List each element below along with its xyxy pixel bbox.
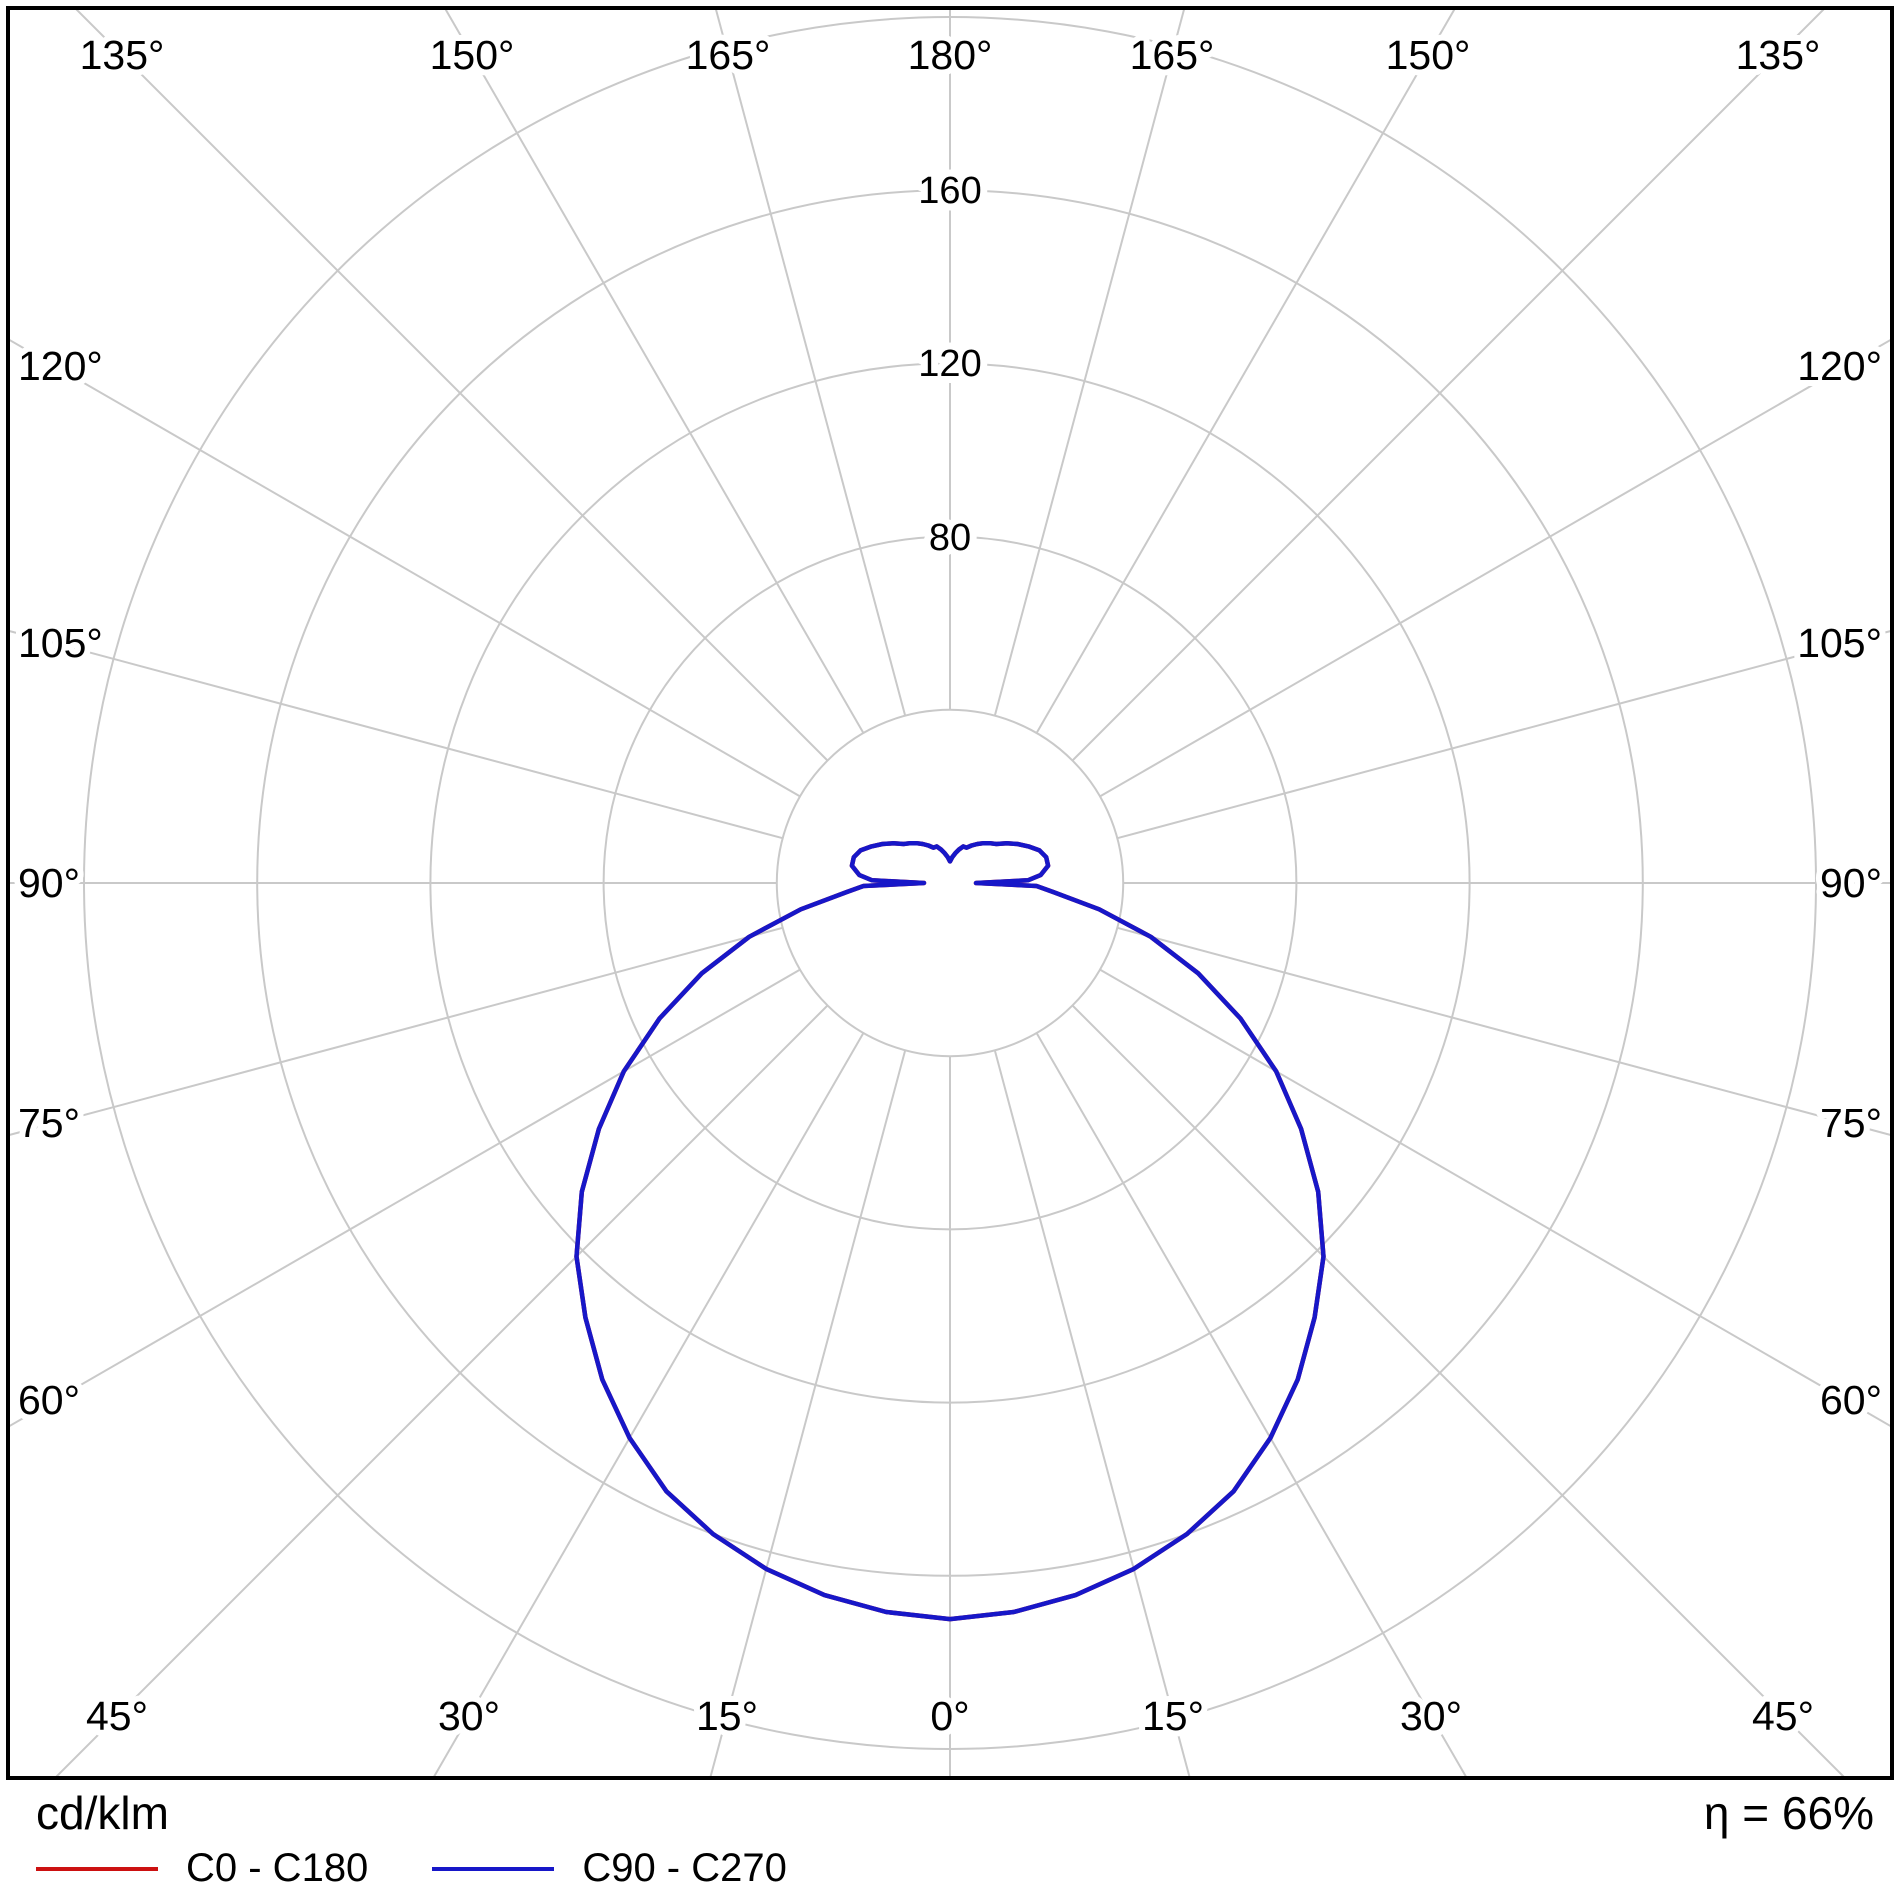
angle-label: 30° — [1400, 1693, 1462, 1739]
chart-border — [6, 6, 1894, 1780]
legend-line-c0-c180 — [36, 1866, 158, 1871]
angle-label: 150° — [1386, 32, 1471, 78]
grid-spoke — [10, 339, 801, 798]
angle-label: 105° — [18, 620, 103, 666]
grid-spoke — [10, 968, 801, 1427]
angle-label: 165° — [1130, 32, 1215, 78]
grid-spoke — [993, 10, 1185, 716]
grid-spoke — [1117, 630, 1890, 840]
ring-value-label: 120 — [918, 343, 981, 385]
grid-spoke — [1117, 926, 1890, 1136]
grid-spoke — [1099, 968, 1890, 1427]
angle-label: 15° — [696, 1693, 758, 1739]
angle-label: 60° — [18, 1377, 80, 1423]
angle-label: 45° — [1752, 1693, 1814, 1739]
ring-value-label: 80 — [929, 517, 971, 559]
grid-spoke — [709, 1050, 907, 1776]
legend: C0 - C180 C90 - C270 — [36, 1846, 787, 1891]
grid-spoke — [1071, 10, 1825, 762]
angle-label: 90° — [18, 860, 80, 906]
angle-label: 135° — [80, 32, 165, 78]
grid-spoke — [433, 1032, 865, 1776]
legend-line-c90-c270 — [432, 1866, 555, 1871]
grid-spoke — [55, 1004, 829, 1776]
grid-spoke — [715, 10, 907, 716]
grid-spoke — [10, 926, 783, 1136]
grid-spoke — [1035, 1032, 1467, 1776]
curve-c90-c270 — [574, 840, 1326, 1622]
angle-label: 135° — [1736, 32, 1821, 78]
legend-label-c90-c270: C90 - C270 — [582, 1846, 787, 1890]
grid-spoke — [993, 1050, 1191, 1776]
angle-label: 150° — [430, 32, 515, 78]
angle-label: 105° — [1797, 620, 1882, 666]
legend-entry-c0-c180: C0 - C180 — [36, 1846, 368, 1891]
angle-label: 30° — [438, 1693, 500, 1739]
grid-spoke — [75, 10, 829, 762]
angle-label: 60° — [1820, 1377, 1882, 1423]
angle-label: 75° — [18, 1100, 80, 1146]
ring-value-label: 160 — [918, 170, 981, 212]
angle-label: 165° — [686, 32, 771, 78]
legend-entry-c90-c270: C90 - C270 — [432, 1846, 787, 1891]
angle-label: 120° — [18, 343, 103, 389]
grid-spoke — [1071, 1004, 1845, 1776]
grid-spoke — [10, 630, 783, 840]
angle-label: 120° — [1797, 343, 1882, 389]
angle-label: 90° — [1820, 860, 1882, 906]
legend-label-c0-c180: C0 - C180 — [186, 1846, 369, 1890]
grid-spoke — [1099, 339, 1890, 798]
angle-label: 75° — [1820, 1100, 1882, 1146]
unit-label: cd/klm — [36, 1787, 169, 1839]
grid-ring — [775, 708, 1125, 1058]
grid-spoke — [444, 10, 865, 734]
angle-label: 15° — [1142, 1693, 1204, 1739]
grid-spoke — [1035, 10, 1456, 734]
angle-label: 180° — [908, 32, 993, 78]
efficiency-value: η = 66% — [1703, 1787, 1874, 1839]
angle-label: 45° — [86, 1693, 148, 1739]
angle-label: 0° — [930, 1693, 969, 1739]
